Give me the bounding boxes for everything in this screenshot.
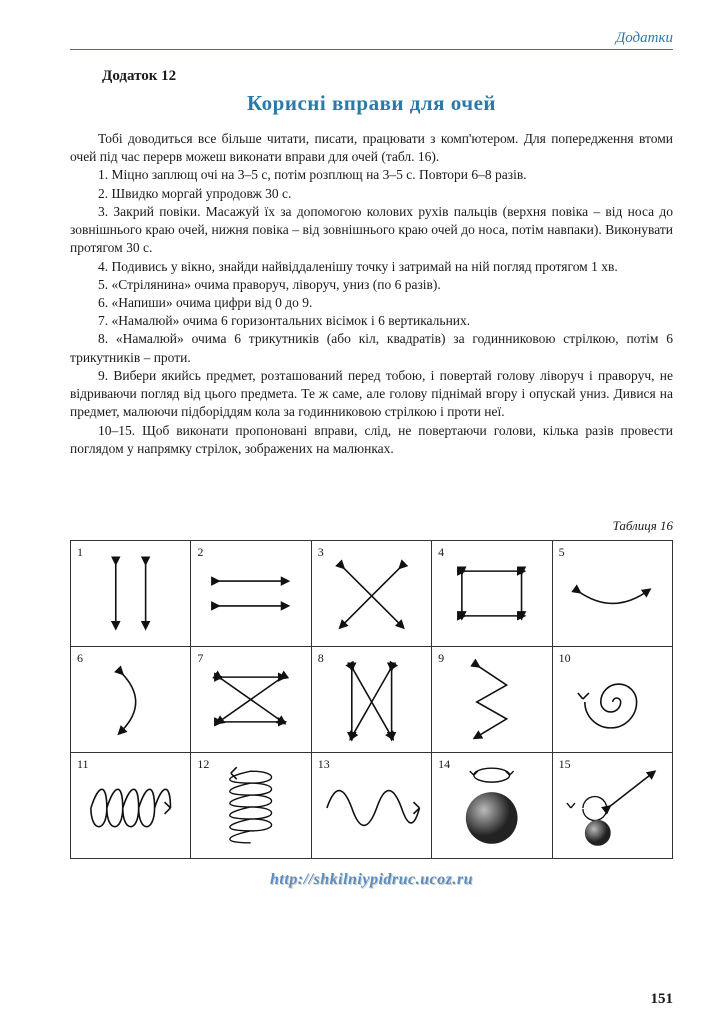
figure-cell-15: 15 bbox=[552, 752, 672, 858]
coil-horizontal-icon bbox=[71, 753, 190, 858]
cell-number: 9 bbox=[438, 651, 444, 666]
figure-cell-12: 12 bbox=[191, 752, 311, 858]
exercise-item: 3. Закрий повіки. Масажуй їх за допомого… bbox=[70, 203, 673, 258]
cell-number: 12 bbox=[197, 757, 209, 772]
exercise-item: 7. «Намалюй» очима 6 горизонтальних вісі… bbox=[70, 312, 673, 330]
body-text: Тобі доводиться все більше читати, писат… bbox=[70, 130, 673, 458]
figure-cell-7: 7 bbox=[191, 646, 311, 752]
figure-cell-8: 8 bbox=[311, 646, 431, 752]
arc-vertical-icon bbox=[71, 647, 190, 752]
figure-cell-3: 3 bbox=[311, 540, 431, 646]
exercise-item: 9. Вибери якийсь предмет, розташований п… bbox=[70, 367, 673, 422]
exercise-item: 4. Подивись у вікно, знайди найвіддалені… bbox=[70, 258, 673, 276]
figure-cell-9: 9 bbox=[432, 646, 552, 752]
cell-number: 11 bbox=[77, 757, 89, 772]
figure-cell-2: 2 bbox=[191, 540, 311, 646]
zigzag-vertical-icon bbox=[432, 647, 551, 752]
exercise-item: 8. «Намалюй» очима 6 трикутників (або кі… bbox=[70, 330, 673, 366]
arrows-rectangle-icon bbox=[432, 541, 551, 646]
bowtie-horizontal-icon bbox=[191, 647, 310, 752]
arrows-vertical-icon bbox=[71, 541, 190, 646]
cell-number: 5 bbox=[559, 545, 565, 560]
source-url: http://shkilniypidruc.ucoz.ru bbox=[70, 871, 673, 889]
figure-cell-14: 14 bbox=[432, 752, 552, 858]
cell-number: 8 bbox=[318, 651, 324, 666]
figure-cell-1: 1 bbox=[71, 540, 191, 646]
arc-horizontal-icon bbox=[553, 541, 672, 646]
exercise-item: 6. «Напиши» очима цифри від 0 до 9. bbox=[70, 294, 673, 312]
appendix-label: Додаток 12 bbox=[102, 68, 673, 85]
exercise-item: 2. Швидко моргай упродовж 30 с. bbox=[70, 185, 673, 203]
figure-cell-10: 10 bbox=[552, 646, 672, 752]
figure-cell-6: 6 bbox=[71, 646, 191, 752]
exercise-item: 10–15. Щоб виконати пропоновані вправи, … bbox=[70, 422, 673, 458]
figure-cell-13: 13 bbox=[311, 752, 431, 858]
main-title: Корисні вправи для очей bbox=[70, 91, 673, 116]
figure-cell-4: 4 bbox=[432, 540, 552, 646]
cell-number: 2 bbox=[197, 545, 203, 560]
exercise-item: 1. Міцно заплющ очі на 3–5 с, потім розп… bbox=[70, 166, 673, 184]
arrows-horizontal-icon bbox=[191, 541, 310, 646]
page-number: 151 bbox=[651, 991, 674, 1008]
page: Додатки Додаток 12 Корисні вправи для оч… bbox=[0, 0, 723, 1024]
cell-number: 4 bbox=[438, 545, 444, 560]
arrows-cross-icon bbox=[312, 541, 431, 646]
cell-number: 1 bbox=[77, 545, 83, 560]
exercise-figure-table: 1 2 3 bbox=[70, 540, 673, 859]
cell-number: 13 bbox=[318, 757, 330, 772]
cell-number: 7 bbox=[197, 651, 203, 666]
cell-number: 15 bbox=[559, 757, 571, 772]
bowtie-vertical-icon bbox=[312, 647, 431, 752]
exercise-item: 5. «Стрілянина» очима праворуч, ліворуч,… bbox=[70, 276, 673, 294]
figure-cell-5: 5 bbox=[552, 540, 672, 646]
cell-number: 14 bbox=[438, 757, 450, 772]
figure-cell-11: 11 bbox=[71, 752, 191, 858]
cell-number: 10 bbox=[559, 651, 571, 666]
cell-number: 6 bbox=[77, 651, 83, 666]
cell-number: 3 bbox=[318, 545, 324, 560]
intro-paragraph: Тобі доводиться все більше читати, писат… bbox=[70, 130, 673, 166]
table-caption: Таблиця 16 bbox=[70, 518, 673, 534]
section-header: Додатки bbox=[70, 30, 673, 50]
